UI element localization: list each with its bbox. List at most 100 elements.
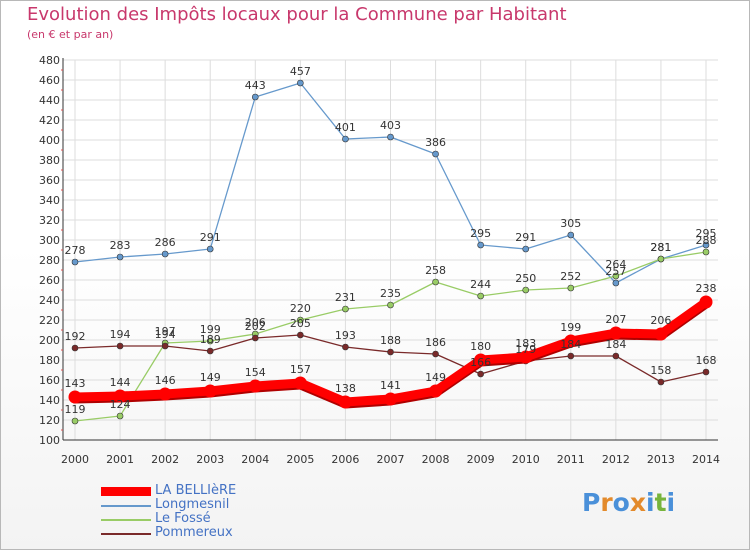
data-point xyxy=(297,316,304,324)
data-label: 291 xyxy=(515,231,536,244)
data-label: 288 xyxy=(696,234,717,247)
data-label: 188 xyxy=(380,334,401,347)
data-point xyxy=(251,93,259,101)
y-tick-label: 320 xyxy=(39,214,60,227)
data-label: 207 xyxy=(605,313,626,326)
data-point xyxy=(158,387,172,401)
data-label: 283 xyxy=(110,239,131,252)
data-point xyxy=(567,352,575,360)
y-tick-label: 300 xyxy=(39,234,60,247)
y-tick-label: 140 xyxy=(39,394,60,407)
data-point xyxy=(342,135,349,143)
data-point xyxy=(429,384,443,398)
data-label: 386 xyxy=(425,136,446,149)
data-point xyxy=(297,331,304,339)
data-label: 264 xyxy=(605,258,626,271)
data-point xyxy=(161,342,169,350)
y-tick-label: 440 xyxy=(39,94,60,107)
logo-letter: P xyxy=(582,488,601,517)
data-point xyxy=(654,327,668,341)
x-tick-label: 2002 xyxy=(151,453,179,466)
data-point xyxy=(474,353,488,367)
legend-swatch xyxy=(101,487,151,496)
data-point xyxy=(519,350,533,364)
data-point xyxy=(522,286,530,294)
legend-swatch xyxy=(101,519,151,521)
data-label: 401 xyxy=(335,121,356,134)
legend-item: Pommereux xyxy=(101,525,301,540)
data-label: 238 xyxy=(696,282,717,295)
data-label: 194 xyxy=(155,328,176,341)
data-point xyxy=(206,337,214,345)
x-tick-label: 2012 xyxy=(602,453,630,466)
data-label: 158 xyxy=(650,364,671,377)
data-label: 189 xyxy=(200,333,221,346)
y-tick-label: 160 xyxy=(39,374,60,387)
x-tick-label: 2006 xyxy=(331,453,359,466)
data-point xyxy=(477,292,484,300)
data-point xyxy=(432,350,439,358)
data-label: 124 xyxy=(110,398,131,411)
data-label: 206 xyxy=(650,314,671,327)
data-point xyxy=(203,384,217,398)
data-point xyxy=(699,295,713,309)
data-point xyxy=(116,342,124,350)
y-tick-label: 280 xyxy=(39,254,60,267)
data-point xyxy=(612,279,620,287)
data-label: 258 xyxy=(425,264,446,277)
data-point xyxy=(612,352,620,360)
data-label: 138 xyxy=(335,382,356,395)
y-tick-label: 180 xyxy=(39,354,60,367)
data-point xyxy=(612,272,620,280)
legend-item: Le Fossé xyxy=(101,511,301,526)
data-point xyxy=(384,392,397,406)
data-label: 149 xyxy=(200,371,221,384)
logo-letter: x xyxy=(629,488,646,517)
data-label: 192 xyxy=(65,330,86,343)
legend-swatch xyxy=(101,505,151,507)
data-point xyxy=(432,150,439,158)
data-label: 197 xyxy=(155,325,176,338)
data-point xyxy=(387,301,394,309)
y-tick-label: 460 xyxy=(39,74,60,87)
data-label: 184 xyxy=(560,338,581,351)
y-tick-label: 260 xyxy=(39,274,60,287)
x-tick-label: 2005 xyxy=(286,453,314,466)
data-point xyxy=(477,241,484,249)
y-tick-label: 200 xyxy=(39,334,60,347)
data-point xyxy=(342,305,349,313)
y-tick-label: 240 xyxy=(39,294,60,307)
data-label: 119 xyxy=(65,403,86,416)
data-label: 157 xyxy=(290,363,311,376)
y-tick-label: 380 xyxy=(39,154,60,167)
data-point xyxy=(71,417,79,425)
data-label: 281 xyxy=(650,241,671,254)
data-point xyxy=(609,326,623,340)
x-tick-label: 2013 xyxy=(647,453,675,466)
data-label: 443 xyxy=(245,79,266,92)
data-point xyxy=(206,347,214,355)
data-label: 144 xyxy=(110,376,131,389)
legend-item: Longmesnil xyxy=(101,497,301,512)
data-label: 295 xyxy=(696,227,717,240)
data-label: 235 xyxy=(380,287,401,300)
data-point xyxy=(113,389,127,403)
data-point xyxy=(68,390,82,404)
data-label: 231 xyxy=(335,291,356,304)
data-point xyxy=(161,250,169,258)
data-label: 146 xyxy=(155,374,176,387)
logo-letter: i xyxy=(666,488,676,517)
data-point xyxy=(567,284,575,292)
legend-label: Pommereux xyxy=(155,525,233,540)
x-tick-label: 2008 xyxy=(422,453,450,466)
x-tick-label: 2007 xyxy=(377,453,405,466)
data-point xyxy=(702,248,710,256)
data-point xyxy=(342,343,349,351)
data-label: 205 xyxy=(290,317,311,330)
data-label: 281 xyxy=(650,241,671,254)
data-point xyxy=(432,278,439,286)
data-label: 168 xyxy=(696,354,717,367)
data-point xyxy=(206,245,214,253)
data-label: 403 xyxy=(380,119,401,132)
